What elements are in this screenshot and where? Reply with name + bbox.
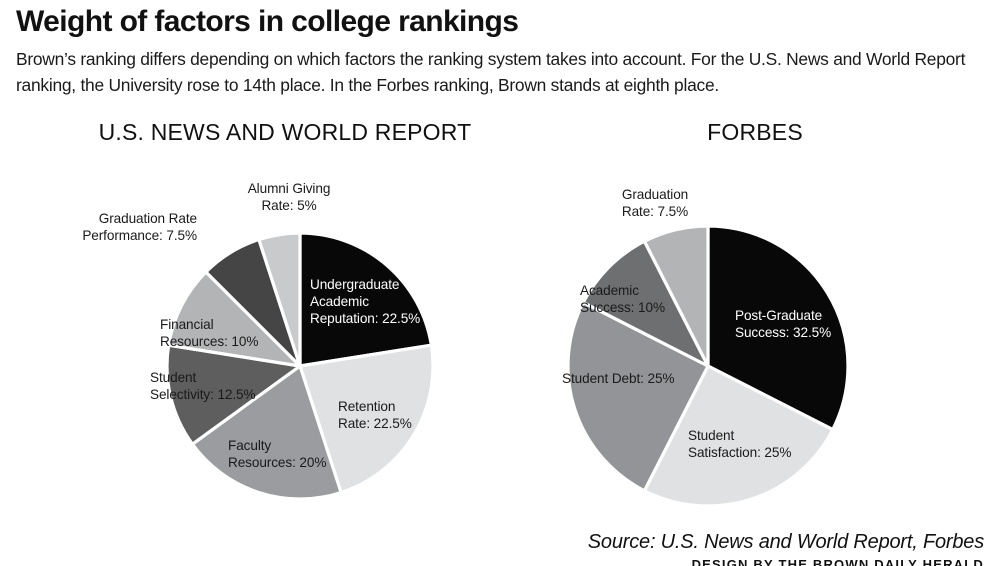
- pie-slice: [298, 343, 435, 495]
- page-subtitle: Brown’s ranking differs depending on whi…: [16, 49, 966, 95]
- slice-label-post-graduate-success: Post-Graduate Success: 32.5%: [735, 308, 832, 340]
- slice-label-financial-resources: Financial Resources: 10%: [160, 317, 259, 349]
- page-title: Weight of factors in college rankings: [16, 5, 519, 38]
- pie-slice: [190, 364, 343, 501]
- slice-label-retention-rate: Retention Rate: 22.5%: [338, 399, 412, 431]
- slice-label-graduation-rate: Graduation Rate: 7.5%: [621, 187, 689, 219]
- pie-slice: [257, 231, 302, 368]
- slice-label-student-debt: Student Debt: 25%: [562, 371, 675, 386]
- pie-slice: [642, 224, 710, 368]
- slice-label-undergraduate-academic-reputation: Undergraduate Academic Reputation: 22.5%: [310, 277, 421, 326]
- pie-slice: [165, 343, 302, 446]
- chart-title-forbes: FORBES: [707, 119, 803, 145]
- slice-label-graduation-rate-performance: Graduation Rate Performance: 7.5%: [82, 211, 197, 243]
- source-line: Source: U.S. News and World Report, Forb…: [587, 531, 984, 553]
- slice-label-student-selectivity: Student Selectivity: 12.5%: [150, 370, 256, 402]
- pie-slice: [706, 224, 850, 432]
- slice-label-alumni-giving-rate: Alumni Giving Rate: 5%: [247, 181, 331, 213]
- pie-slice: [167, 270, 302, 368]
- chart-us-news-and-world-report: U.S. NEWS AND WORLD REPORT: [30, 118, 500, 546]
- pie-slice: [581, 239, 710, 368]
- pie-chart-us-news: [165, 231, 435, 501]
- chart-forbes: FORBES: [505, 118, 975, 546]
- pie-chart-forbes: [566, 224, 850, 508]
- slice-label-faculty-resources: Faculty Resources: 20%: [228, 438, 327, 470]
- credit-line: DESIGN BY THE BROWN DAILY HERALD: [691, 557, 984, 566]
- slice-label-academic-success: Academic Success: 10%: [580, 283, 665, 315]
- slice-label-student-satisfaction: Student Satisfaction: 25%: [688, 428, 792, 460]
- chart-title-us-news: U.S. NEWS AND WORLD REPORT: [98, 119, 472, 145]
- pie-slice: [298, 231, 433, 368]
